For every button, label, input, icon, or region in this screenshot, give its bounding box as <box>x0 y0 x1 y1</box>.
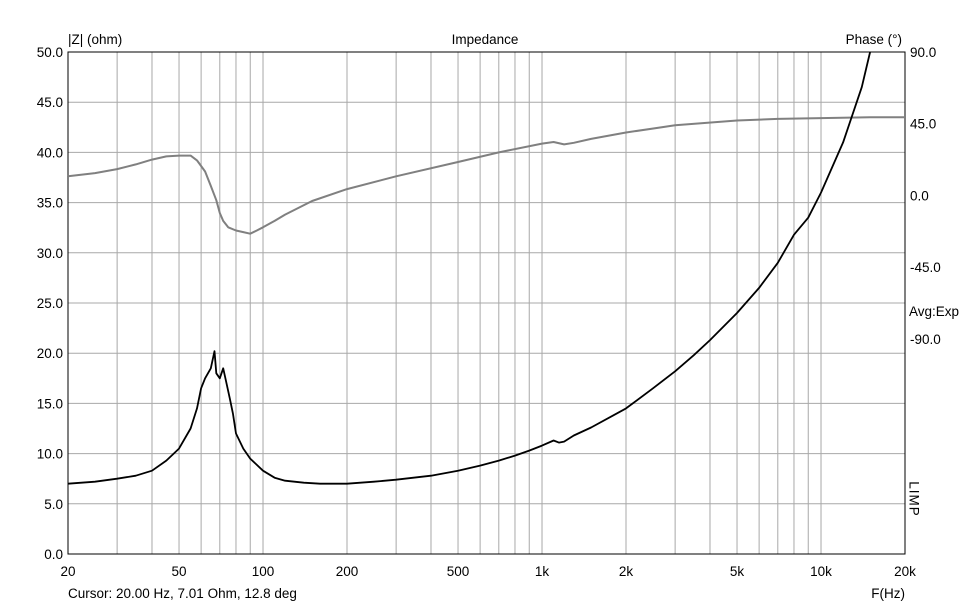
y-tick-label: 10.0 <box>37 447 63 462</box>
right-axis-label: Phase (°) <box>846 32 902 47</box>
x-tick-label: 1k <box>535 564 550 579</box>
x-tick-label: 20 <box>60 564 75 579</box>
plot-frame <box>67 51 906 555</box>
x-tick-label: 500 <box>447 564 470 579</box>
x-tick-label: 50 <box>172 564 187 579</box>
grid <box>68 52 905 554</box>
x-tick-label: 5k <box>730 564 745 579</box>
x-tick-label: 10k <box>810 564 832 579</box>
tick-labels: 0.0 5.0 10.0 15.0 20.0 25.0 30.0 35.0 40.0 45.0 50… <box>37 45 941 579</box>
y-tick-label: 20.0 <box>37 346 63 361</box>
y-tick-label: 0.0 <box>44 547 63 562</box>
y-tick-label: 30.0 <box>37 246 63 261</box>
y-tick-label: 15.0 <box>37 396 63 411</box>
phase-tick-label: 45.0 <box>910 117 936 132</box>
y-tick-label: 25.0 <box>37 296 63 311</box>
phase-line <box>67 116 905 235</box>
left-axis-label: |Z| (ohm) <box>68 32 122 47</box>
y-tick-label: 40.0 <box>37 145 63 160</box>
x-tick-label: 2k <box>619 564 634 579</box>
cursor-readout: Cursor: 20.00 Hz, 7.01 Ohm, 12.8 deg <box>68 586 297 601</box>
phase-tick-label: -45.0 <box>910 260 941 275</box>
x-tick-label: 200 <box>336 564 359 579</box>
phase-tick-label: 0.0 <box>910 188 929 203</box>
y-tick-label: 5.0 <box>44 497 63 512</box>
vertical-label: LIMP <box>907 481 922 517</box>
chart-title: Impedance <box>452 32 519 47</box>
phase-tick-label: -90.0 <box>910 332 941 347</box>
x-axis-label: F(Hz) <box>871 586 905 601</box>
y-tick-label: 45.0 <box>37 95 63 110</box>
y-tick-label: 50.0 <box>37 45 63 60</box>
side-label: Avg:Exp <box>909 304 959 319</box>
impedance-line <box>67 51 871 485</box>
phase-tick-label: 90.0 <box>910 45 936 60</box>
y-tick-label: 35.0 <box>37 196 63 211</box>
x-tick-label: 20k <box>894 564 916 579</box>
x-tick-label: 100 <box>252 564 275 579</box>
series-layer <box>67 51 905 485</box>
